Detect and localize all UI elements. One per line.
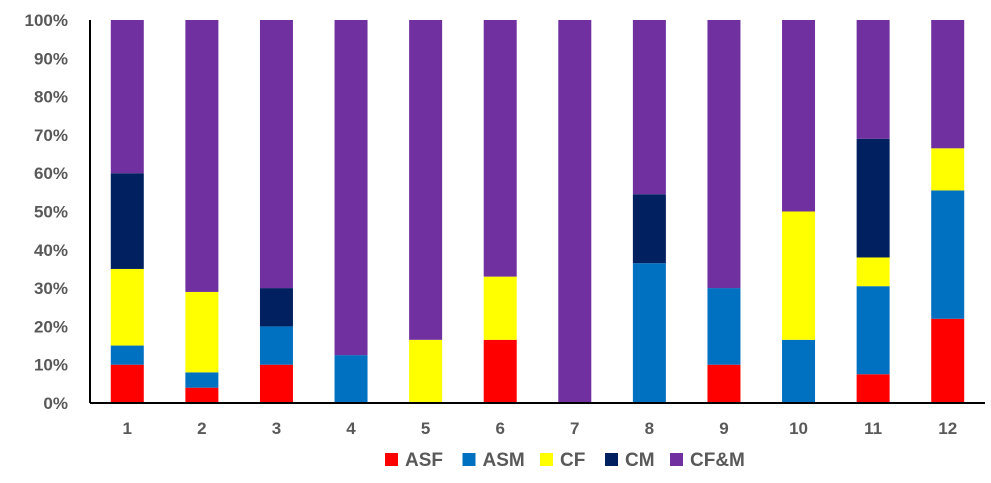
- legend-swatch-cf-m: [670, 453, 683, 466]
- bar-segment-cf-m-11: [856, 20, 890, 139]
- y-tick-label: 80%: [34, 88, 68, 107]
- bar-segment-cf-m-10: [782, 20, 816, 212]
- legend-swatch-asf: [385, 453, 398, 466]
- bar-segment-asf-6: [483, 339, 517, 403]
- bar-segment-asm-3: [259, 326, 293, 365]
- bar-segment-asm-1: [110, 345, 144, 365]
- y-tick-label: 90%: [34, 49, 68, 68]
- x-tick-label: 8: [645, 419, 654, 438]
- bar-segment-cf-m-12: [931, 20, 965, 149]
- x-tick-label: 3: [272, 419, 281, 438]
- bar-segment-cf-m-2: [185, 20, 219, 292]
- legend-swatch-asm: [462, 453, 476, 466]
- legend-label-cf-m: CF&M: [690, 450, 745, 471]
- bar-segment-asm-12: [931, 190, 965, 319]
- bar-segment-cf-m-7: [558, 20, 592, 403]
- bar-segment-cm-8: [632, 194, 666, 264]
- bar-segment-asf-12: [931, 318, 965, 403]
- bar-segment-cf-6: [483, 276, 517, 340]
- bar-segment-asf-3: [259, 364, 293, 403]
- y-tick-label: 0%: [43, 394, 68, 413]
- bar-segment-cf-m-6: [483, 20, 517, 277]
- y-tick-label: 30%: [34, 279, 68, 298]
- bar-segment-cf-m-4: [334, 20, 368, 356]
- bar-segment-asm-4: [334, 355, 368, 404]
- legend-label-cm: CM: [625, 450, 655, 471]
- y-tick-label: 60%: [34, 164, 68, 183]
- bar-segment-cf-12: [931, 148, 965, 191]
- x-tick-label: 10: [789, 419, 808, 438]
- axes-group: [89, 20, 985, 404]
- bar-segment-cf-m-9: [707, 20, 741, 289]
- bar-segment-asf-9: [707, 364, 741, 403]
- bar-segment-asm-8: [632, 263, 666, 403]
- bar-segment-cf-m-8: [632, 20, 666, 195]
- bar-segment-asf-2: [185, 387, 219, 403]
- bar-segment-cm-3: [259, 288, 293, 327]
- x-tick-label: 12: [938, 419, 957, 438]
- bar-segment-cf-m-3: [259, 20, 293, 289]
- bar-segment-cf-2: [185, 291, 219, 373]
- bar-segment-cf-11: [856, 257, 890, 287]
- bar-segment-cf-m-1: [110, 20, 144, 174]
- x-tick-label: 1: [123, 419, 132, 438]
- y-tick-label: 100%: [25, 11, 68, 30]
- legend-label-asf: ASF: [405, 450, 443, 471]
- x-tick-label: 2: [197, 419, 206, 438]
- bars-group: [110, 20, 965, 404]
- x-tick-label: 9: [719, 419, 728, 438]
- y-tick-label: 20%: [34, 317, 68, 336]
- y-tick-label: 10%: [34, 356, 68, 375]
- x-tick-label: 6: [495, 419, 504, 438]
- bar-segment-cm-11: [856, 138, 890, 258]
- bar-segment-asf-11: [856, 374, 890, 403]
- x-tick-label: 11: [864, 419, 882, 438]
- bar-segment-cm-1: [110, 173, 144, 269]
- x-tick-label: 5: [421, 419, 430, 438]
- bar-segment-asm-9: [707, 288, 741, 365]
- legend-swatch-cf: [540, 453, 553, 466]
- legend: ASF ASM CF CM CF&M: [385, 450, 745, 471]
- bar-segment-asm-11: [856, 286, 890, 375]
- legend-label-asm: ASM: [483, 450, 525, 471]
- x-tick-label: 4: [346, 419, 356, 438]
- legend-swatch-cm: [605, 453, 618, 466]
- bar-segment-cf-10: [782, 211, 816, 340]
- bar-segment-cf-5: [409, 339, 443, 403]
- bar-segment-asm-2: [185, 372, 219, 388]
- tick-labels-group: 1 2 3 4 5 6 7 8 9 10 11 120%10%20%30%40%50%60%70%80…: [25, 11, 958, 438]
- bar-segment-cf-1: [110, 268, 144, 346]
- y-tick-label: 70%: [34, 126, 68, 145]
- x-tick-label: 7: [570, 419, 579, 438]
- legend-label-cf: CF: [560, 450, 585, 471]
- bar-segment-asf-1: [110, 364, 144, 403]
- y-tick-label: 50%: [34, 203, 68, 222]
- bar-segment-asm-10: [782, 339, 816, 403]
- bar-segment-cf-m-5: [409, 20, 443, 340]
- y-tick-label: 40%: [34, 241, 68, 260]
